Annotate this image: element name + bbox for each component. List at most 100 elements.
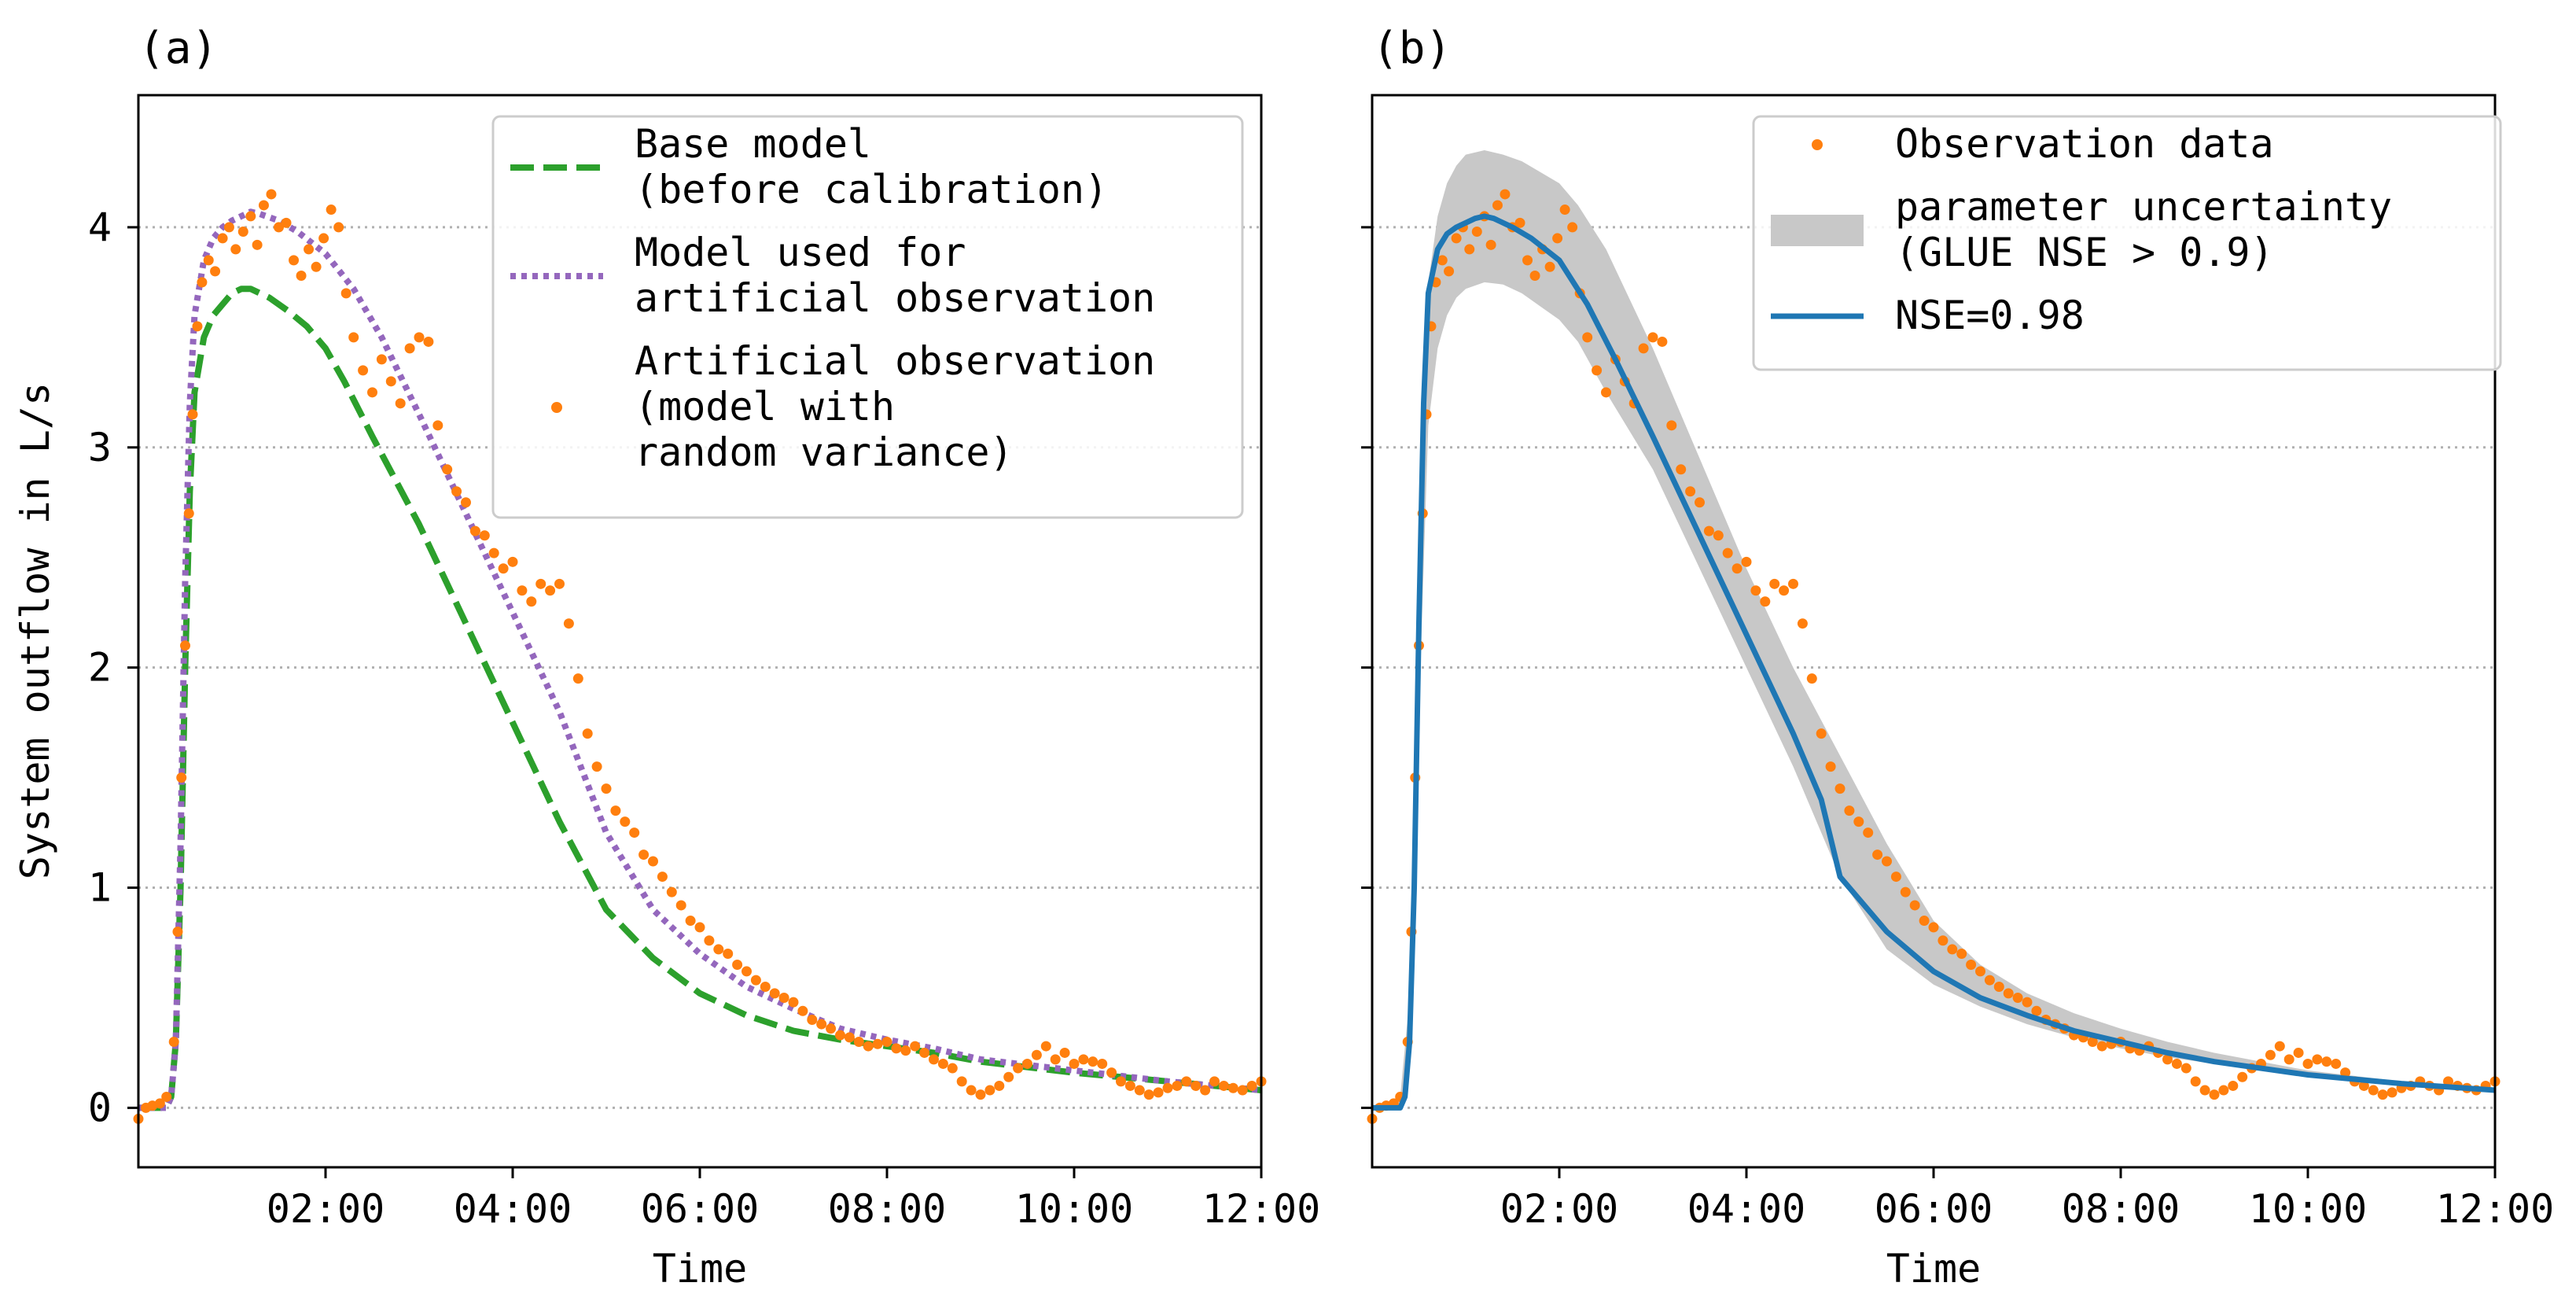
- a-observation-point: [937, 1058, 948, 1069]
- a-legend: Base model(before calibration) Model used…: [491, 115, 1244, 519]
- b-series: [1367, 150, 2501, 1124]
- a-observation-point: [507, 556, 518, 567]
- a-legend-box: [491, 115, 1244, 519]
- b-observation-point: [1956, 949, 1967, 960]
- a-y-axis-label: System outflow in L/s: [13, 382, 58, 879]
- a-observation-point: [1143, 1089, 1154, 1100]
- a-observation-point: [526, 596, 537, 607]
- b-x-tick-label-5: 12:00: [2436, 1186, 2555, 1232]
- a-observation-point: [769, 988, 780, 999]
- a-observation-point: [1181, 1076, 1192, 1087]
- a-observation-point: [591, 761, 602, 772]
- a-observation-point: [657, 872, 668, 883]
- a-observation-point: [1162, 1082, 1173, 1093]
- a-observation-point: [685, 916, 696, 927]
- a-observation-point: [161, 1091, 172, 1102]
- a-observation-point: [451, 486, 462, 497]
- a-observation-point: [245, 211, 256, 222]
- a-observation-point: [1134, 1085, 1145, 1096]
- b-observation-point: [1552, 233, 1563, 244]
- a-observation-point: [947, 1063, 958, 1074]
- b-observation-point: [1947, 944, 1958, 955]
- a-observation-point: [601, 783, 612, 794]
- b-observation-point: [1471, 227, 1482, 238]
- a-observation-point: [183, 508, 194, 519]
- b-observation-point: [2199, 1085, 2210, 1096]
- a-observation-point: [1246, 1080, 1257, 1091]
- a-observation-point: [1116, 1076, 1126, 1087]
- a-observation-point: [367, 387, 377, 398]
- a-observation-point: [442, 464, 453, 475]
- a-observation-point: [900, 1045, 911, 1056]
- b-observation-point: [1522, 255, 1533, 266]
- a-legend-swatch-marker: [551, 402, 562, 413]
- a-x-tick-label-2: 06:00: [641, 1186, 760, 1232]
- a-observation-point: [760, 982, 771, 993]
- a-observation-point: [797, 1005, 808, 1016]
- a-observation-point: [1200, 1085, 1211, 1096]
- a-observation-point: [554, 578, 565, 589]
- b-observation-point: [2162, 1054, 2173, 1065]
- b-uncertainty-band: [1372, 150, 2495, 1108]
- a-observation-point: [704, 935, 715, 946]
- a-observation-point: [891, 1043, 902, 1054]
- b-observation-point: [2209, 1089, 2220, 1100]
- b-observation-point: [1647, 332, 1658, 343]
- a-observation-point: [376, 354, 387, 365]
- b-observation-point: [2171, 1058, 2182, 1069]
- panel-a-label: (a): [138, 23, 218, 74]
- a-observation-point: [223, 222, 234, 233]
- a-observation-point: [994, 1080, 1005, 1091]
- a-observation-point: [853, 1036, 864, 1047]
- a-observation-point: [266, 189, 277, 200]
- a-observation-point: [1218, 1080, 1229, 1091]
- a-observation-point: [1172, 1080, 1183, 1091]
- a-observation-point: [648, 856, 658, 867]
- a-observation-point: [910, 1041, 921, 1052]
- a-observation-point: [210, 266, 221, 277]
- b-observation-point: [2003, 988, 2014, 999]
- a-series-line-0: [138, 286, 1262, 1111]
- a-y-tick-label-2: 2: [88, 645, 112, 691]
- a-observation-point: [638, 850, 650, 861]
- b-observation-point: [1492, 200, 1503, 211]
- b-observation-point: [2321, 1056, 2332, 1067]
- b-observation-point: [1592, 365, 1603, 376]
- a-observation-point: [404, 343, 415, 354]
- a-observation-point: [318, 233, 329, 244]
- b-observation-point: [1722, 547, 1733, 558]
- a-observation-point: [304, 244, 315, 255]
- b-observation-point: [2274, 1041, 2285, 1052]
- a-observation-point: [1040, 1041, 1051, 1052]
- b-observation-point: [1834, 783, 1846, 794]
- a-observation-point: [326, 205, 337, 216]
- a-observation-point: [1124, 1080, 1135, 1091]
- b-observation-point: [1882, 856, 1892, 867]
- a-y-tick-label-0: 0: [88, 1085, 112, 1130]
- b-observation-point: [1928, 922, 1939, 933]
- b-observation-point: [2096, 1041, 2107, 1052]
- a-observation-point: [582, 728, 593, 739]
- a-observation-point: [675, 900, 686, 911]
- b-legend-swatch-band: [1771, 215, 1864, 246]
- a-observation-point: [333, 222, 344, 233]
- b-observation-point: [1993, 982, 2004, 993]
- b-observation-point: [2386, 1087, 2398, 1098]
- a-observation-point: [479, 530, 490, 541]
- b-observation-point: [1975, 966, 1985, 977]
- b-observation-point: [1863, 827, 1874, 838]
- b-observation-point: [2087, 1036, 2098, 1047]
- a-x-tick-label-3: 08:00: [828, 1186, 947, 1232]
- b-observation-point: [2302, 1058, 2313, 1069]
- a-x-tick-label-1: 04:00: [454, 1186, 572, 1232]
- b-observation-point: [2031, 1005, 2042, 1016]
- b-observation-point: [1500, 189, 1511, 200]
- a-observation-point: [311, 261, 322, 272]
- a-y-tick-label-3: 3: [88, 425, 112, 470]
- b-observation-point: [1844, 805, 1855, 816]
- b-observation-point: [1485, 239, 1496, 250]
- b-observation-point: [1666, 420, 1677, 431]
- b-x-tick-label-1: 04:00: [1687, 1186, 1806, 1232]
- b-observation-point: [2358, 1080, 2369, 1091]
- a-legend-text: Model used for: [635, 230, 966, 275]
